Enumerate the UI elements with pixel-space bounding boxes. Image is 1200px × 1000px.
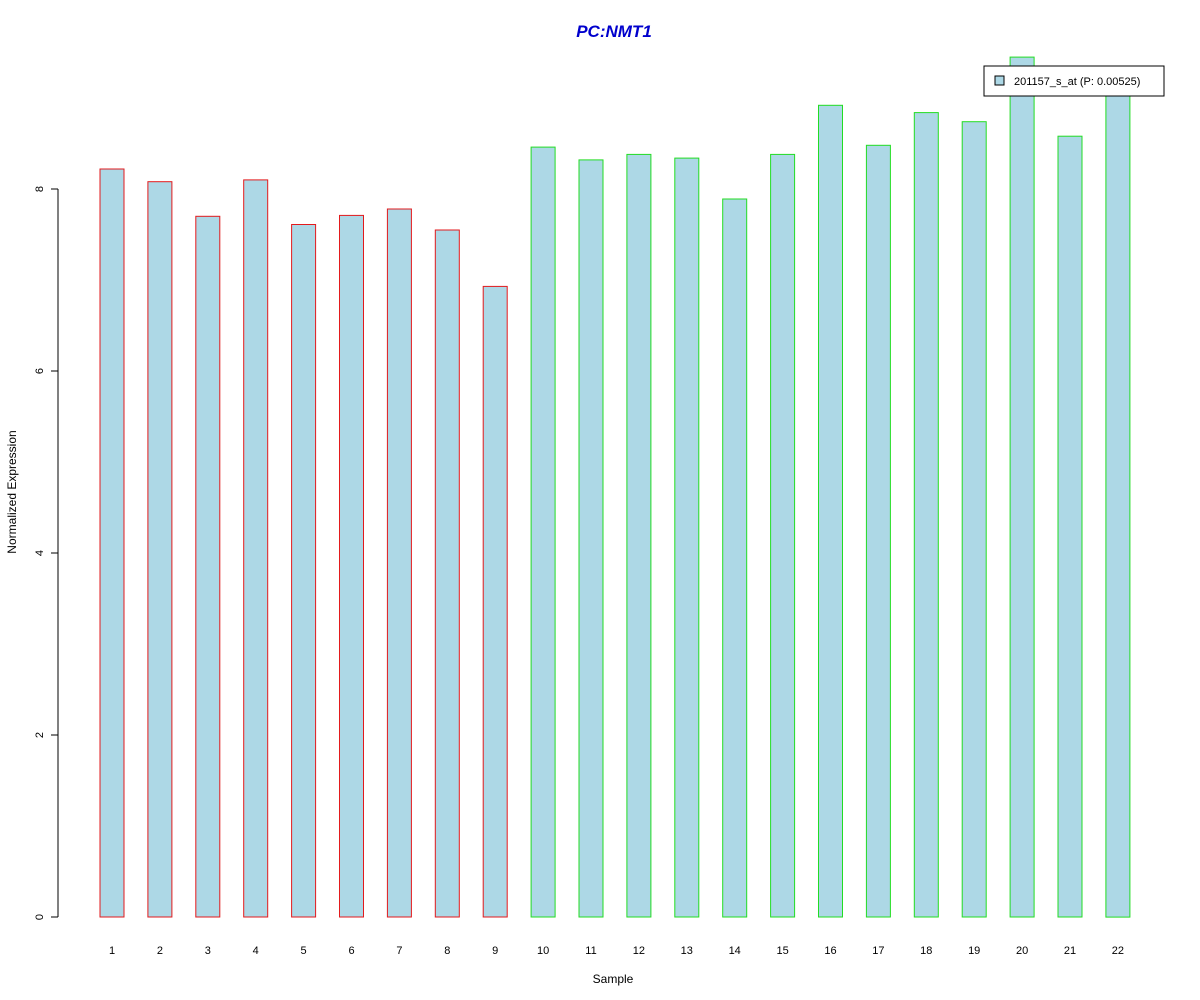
x-tick-label: 13 [681, 945, 693, 957]
x-tick-label: 15 [776, 945, 788, 957]
legend: 201157_s_at (P: 0.00525) [983, 65, 1165, 97]
legend-label: 201157_s_at (P: 0.00525) [1014, 76, 1140, 88]
y-axis-label: Normalized Expression [5, 430, 19, 553]
x-tick-label: 2 [157, 945, 163, 957]
legend-box [983, 65, 1165, 97]
bar-sample-14 [722, 198, 748, 918]
bar-sample-5 [291, 224, 317, 918]
x-tick-label: 1 [109, 945, 115, 957]
x-tick-label: 20 [1016, 945, 1028, 957]
x-tick-label: 22 [1112, 945, 1124, 957]
y-tick-label: 6 [34, 368, 46, 374]
x-tick-label: 21 [1064, 945, 1076, 957]
y-tick-label: 2 [34, 732, 46, 738]
bar-sample-12 [626, 153, 652, 918]
x-tick-label: 17 [872, 945, 884, 957]
y-tick-label: 8 [34, 186, 46, 192]
x-tick-label: 12 [633, 945, 645, 957]
bar-sample-9 [482, 285, 508, 918]
x-tick-label: 14 [729, 945, 741, 957]
x-tick-label: 9 [492, 945, 498, 957]
x-tick-labels: 1 2 3 4 5 6 7 8 9 10 11 12 13 14 15 16 17 18 19 20 21 22 [109, 945, 1124, 957]
x-axis-label: Sample [593, 972, 634, 986]
bar-sample-3 [195, 215, 221, 918]
x-tick-label: 6 [348, 945, 354, 957]
x-tick-label: 11 [585, 945, 596, 957]
y-tick-label: 4 [34, 550, 46, 556]
bar-sample-17 [865, 144, 891, 918]
bar-sample-18 [913, 112, 939, 918]
bar-sample-21 [1057, 135, 1083, 918]
bar-sample-2 [147, 181, 173, 918]
bar-sample-22 [1105, 74, 1131, 918]
bar-sample-20 [1009, 56, 1035, 918]
x-tick-label: 5 [301, 945, 307, 957]
x-tick-label: 8 [444, 945, 450, 957]
bar-sample-7 [386, 208, 412, 918]
x-tick-label: 16 [824, 945, 836, 957]
bar-sample-8 [434, 229, 460, 918]
chart-title: PC:NMT1 [576, 22, 652, 41]
bar-sample-13 [674, 157, 700, 918]
x-tick-label: 18 [920, 945, 932, 957]
x-tick-label: 4 [253, 945, 259, 957]
bar-sample-15 [770, 153, 796, 918]
x-tick-label: 10 [537, 945, 549, 957]
bar-sample-6 [339, 214, 364, 918]
y-axis: 0 2 4 6 8 [34, 186, 59, 920]
bars-group [99, 56, 1131, 918]
bar-sample-16 [818, 104, 843, 918]
x-tick-label: 3 [205, 945, 211, 957]
bar-sample-11 [578, 159, 604, 918]
bar-sample-4 [243, 179, 269, 918]
bar-sample-10 [530, 146, 556, 918]
x-tick-label: 7 [396, 945, 402, 957]
x-tick-label: 19 [968, 945, 980, 957]
bar-sample-1 [99, 168, 125, 918]
bar-sample-19 [961, 121, 987, 918]
legend-swatch [994, 75, 1005, 86]
y-tick-label: 0 [34, 914, 46, 920]
